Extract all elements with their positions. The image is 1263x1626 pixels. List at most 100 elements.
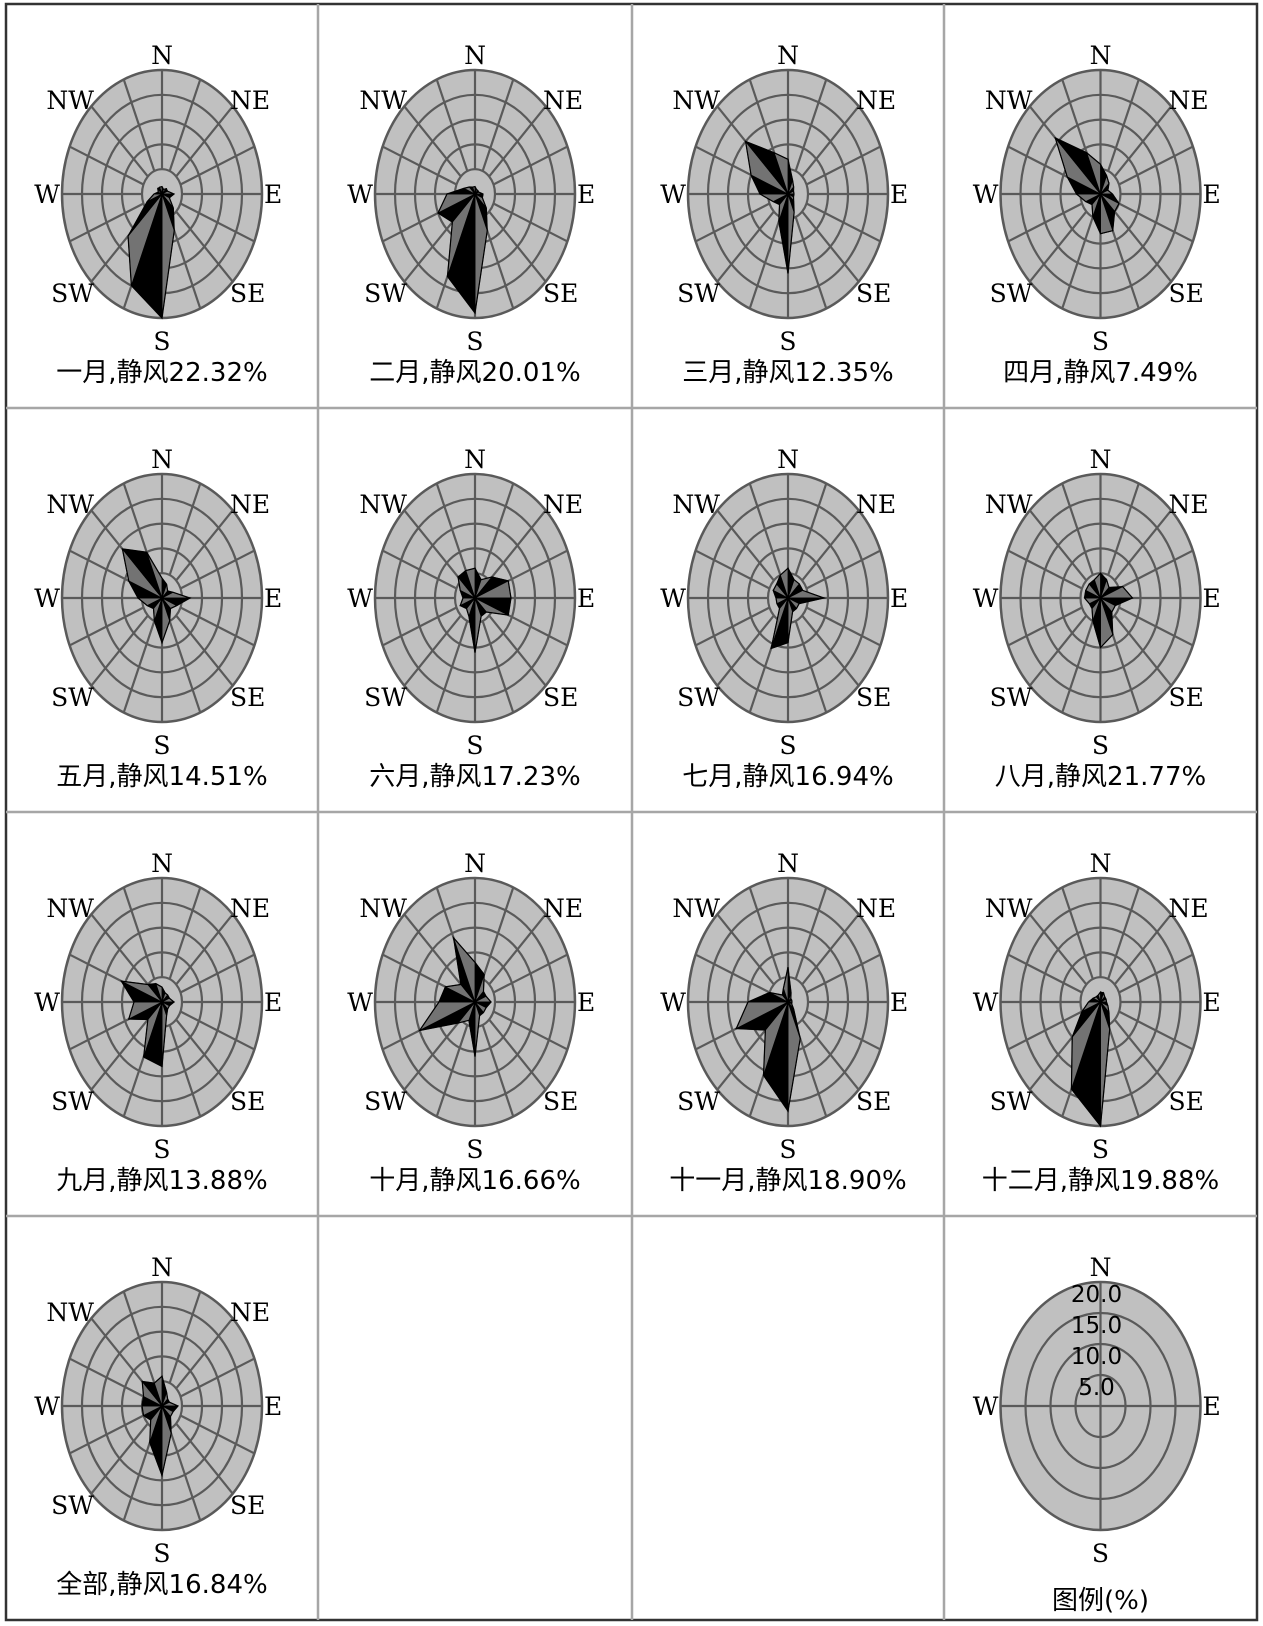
rose-11-label-ne: NE [856, 894, 896, 923]
rose-8-spoke [1118, 549, 1194, 590]
rose-12-spoke [1061, 887, 1094, 980]
rose-5-spoke [69, 606, 145, 647]
rose-13-spoke [168, 1428, 202, 1521]
rose-6-spoke [481, 483, 515, 576]
rose-3-label-w: W [660, 180, 686, 209]
rose-7-outline [770, 567, 827, 650]
rose-8-spoke [1007, 606, 1083, 647]
rose-2-label-w: W [347, 180, 373, 209]
rose-3-spoke [801, 210, 860, 283]
rose-12-spoke [1113, 913, 1173, 986]
rose-12-label-sw: SW [990, 1087, 1033, 1116]
rose-8-spoke [1028, 614, 1088, 687]
rose-11-spoke [716, 1018, 775, 1091]
rose-8-label-nw: NW [985, 490, 1033, 519]
rose-9-label-ne: NE [230, 894, 270, 923]
rose-5-spoke [175, 509, 234, 582]
rose-8-label-n: N [1090, 445, 1112, 474]
rose-12-spoke [1118, 1010, 1194, 1051]
rose-5-label-s: S [153, 731, 170, 760]
rose-3-spoke [794, 216, 828, 309]
rose-10-label-s: S [466, 1135, 483, 1164]
rose-8-label-ne: NE [1169, 490, 1209, 519]
rose-12-spoke [1113, 1018, 1173, 1091]
rose-1-caption: 一月,静风22.32% [56, 358, 267, 388]
legend-label-s: S [1092, 1539, 1109, 1568]
rose-3-outline [744, 140, 795, 274]
rose-7-label-sw: SW [677, 683, 720, 712]
legend-label-w: W [973, 1392, 999, 1421]
rose-8-spoke [1107, 620, 1140, 713]
rose-5-label-sw: SW [51, 683, 94, 712]
rose-11-label-e: E [890, 988, 908, 1017]
rose-9-spoke [90, 1018, 149, 1091]
rose-8-label-sw: SW [990, 683, 1033, 712]
rose-4-label-ne: NE [1169, 86, 1209, 115]
rose-11-caption: 十一月,静风18.90% [669, 1166, 906, 1196]
rose-2-spoke [488, 105, 547, 178]
rose-9-spoke [175, 1018, 234, 1091]
rose-3-label-e: E [890, 180, 908, 209]
rose-1-spoke [122, 79, 156, 172]
rose-6-label-sw: SW [364, 683, 407, 712]
rose-3-label-n: N [777, 41, 799, 70]
rose-8-spoke [1113, 509, 1173, 582]
rose-8-label-s: S [1092, 731, 1109, 760]
rose-8-label-w: W [973, 584, 999, 613]
rose-3-label-nw: NW [672, 86, 720, 115]
rose-4-spoke [1061, 216, 1094, 309]
rose-1-spoke [69, 202, 145, 243]
rose-2-label-se: SE [543, 279, 578, 308]
rose-12-spoke [1007, 1010, 1083, 1051]
rose-10-spoke [488, 913, 547, 986]
rose-2-label-n: N [464, 41, 486, 70]
rose-13-spoke [90, 1422, 149, 1495]
rose-4-spoke [1007, 202, 1083, 243]
rose-10-spoke [403, 1018, 462, 1091]
rose-9-spoke [175, 913, 234, 986]
rose-11-spoke [716, 913, 775, 986]
rose-8-label-se: SE [1169, 683, 1204, 712]
rose-2-label-ne: NE [543, 86, 583, 115]
rose-9-spoke [179, 1010, 255, 1051]
rose-11-spoke [805, 1010, 881, 1051]
rose-9-caption: 九月,静风13.88% [56, 1166, 267, 1196]
rose-8-spoke [1107, 483, 1140, 576]
rose-10-spoke [492, 953, 568, 994]
rose-9-spoke [168, 1024, 202, 1117]
rose-8-spoke [1113, 614, 1173, 687]
rose-3-spoke [805, 145, 881, 186]
rose-6-spoke [488, 614, 547, 687]
rose-13-spoke [175, 1317, 234, 1390]
rose-10-label-se: SE [543, 1087, 578, 1116]
rose-10-label-e: E [577, 988, 595, 1017]
rose-11-label-w: W [660, 988, 686, 1017]
rose-5-spoke [179, 606, 255, 647]
rose-13-label-sw: SW [51, 1491, 94, 1520]
rose-1-label-w: W [34, 180, 60, 209]
rose-6-outline [457, 567, 512, 653]
rose-1-label-n: N [151, 41, 173, 70]
rose-10-outline [418, 935, 492, 1057]
rose-8-outline [1083, 572, 1134, 649]
rose-4-spoke [1113, 210, 1173, 283]
rose-7-label-e: E [890, 584, 908, 613]
rose-8-caption: 八月,静风21.77% [995, 762, 1206, 792]
rose-2-spoke [481, 79, 515, 172]
rose-5-label-nw: NW [46, 490, 94, 519]
rose-1-spoke [168, 79, 202, 172]
rose-5-spoke [122, 620, 156, 713]
rose-2-spoke [481, 216, 515, 309]
rose-1-label-se: SE [230, 279, 265, 308]
rose-12-label-se: SE [1169, 1087, 1204, 1116]
rose-13-caption: 全部,静风16.84% [56, 1570, 267, 1600]
rose-6-spoke [403, 614, 462, 687]
rose-6-spoke [382, 549, 458, 590]
rose-6-label-se: SE [543, 683, 578, 712]
rose-12-spoke [1007, 953, 1083, 994]
rose-9-spoke [168, 887, 202, 980]
rose-13-spoke [179, 1357, 255, 1398]
rose-1-spoke [175, 210, 234, 283]
rose-3-spoke [801, 105, 860, 178]
